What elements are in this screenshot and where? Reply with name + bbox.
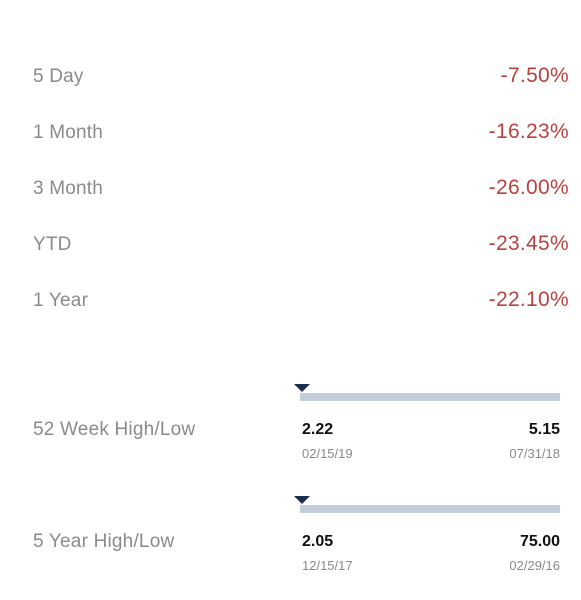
performance-value: -26.00% — [488, 176, 569, 199]
range-high-value: 75.00 — [519, 533, 560, 550]
range-high-date: 02/29/16 — [509, 558, 560, 573]
range-low-value: 2.22 — [302, 421, 334, 438]
range-label: 52 Week High/Low — [33, 419, 196, 440]
performance-label: 3 Month — [33, 178, 104, 199]
performance-row-5-day: 5 Day -7.50% — [0, 58, 581, 98]
performance-label: 1 Month — [33, 122, 104, 143]
range-high-value: 5.15 — [528, 421, 560, 438]
range-low-date: 12/15/17 — [302, 558, 353, 573]
performance-value: -23.45% — [488, 232, 569, 255]
range-label: 5 Year High/Low — [33, 531, 175, 552]
range-high-date: 07/31/18 — [509, 446, 560, 461]
performance-label: 5 Day — [33, 66, 84, 87]
performance-row-ytd: YTD -23.45% — [0, 226, 581, 266]
performance-row-3-month: 3 Month -26.00% — [0, 170, 581, 210]
performance-value: -16.23% — [488, 120, 569, 143]
range-5-year: 5 Year High/Low 2.05 75.00 12/15/17 02/2… — [0, 492, 581, 592]
performance-value: -7.50% — [500, 64, 569, 87]
range-bar — [300, 393, 560, 401]
performance-label: YTD — [33, 234, 72, 255]
performance-label: 1 Year — [33, 290, 89, 311]
range-low-date: 02/15/19 — [302, 446, 353, 461]
range-current-marker — [294, 496, 310, 504]
range-bar — [300, 505, 560, 513]
range-52-week: 52 Week High/Low 2.22 5.15 02/15/19 07/3… — [0, 380, 581, 480]
range-low-value: 2.05 — [302, 533, 334, 550]
performance-row-1-month: 1 Month -16.23% — [0, 114, 581, 154]
performance-row-1-year: 1 Year -22.10% — [0, 282, 581, 322]
performance-value: -22.10% — [488, 288, 569, 311]
range-current-marker — [294, 384, 310, 392]
